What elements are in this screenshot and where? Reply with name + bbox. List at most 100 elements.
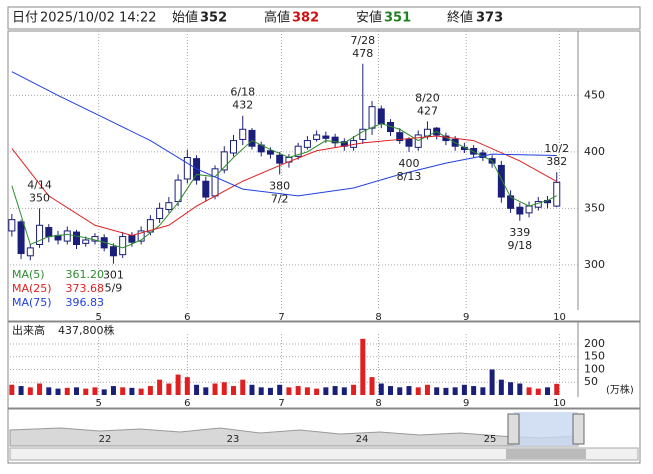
volume-bar (277, 384, 283, 395)
candle-body (405, 138, 413, 147)
candle-body (396, 132, 404, 142)
legend-value: 396.83 (66, 296, 105, 309)
candle-body (72, 231, 80, 245)
y-tick-label: 450 (584, 88, 605, 101)
volume-bar (554, 383, 560, 395)
candle-body (8, 219, 16, 232)
volume-bar (221, 382, 227, 395)
volume-bar (267, 387, 273, 395)
candle-body (202, 180, 210, 198)
low-value: 351 (384, 11, 411, 26)
candle-body (119, 236, 127, 256)
legend-name: MA(75) (12, 296, 52, 309)
x-tick-label: 7 (278, 398, 284, 409)
volume-bar (147, 386, 153, 395)
volume-bar (332, 386, 338, 395)
volume-bar (166, 383, 172, 395)
volume-bar (175, 374, 181, 395)
volume-bar (304, 387, 310, 395)
scrollbar[interactable] (9, 447, 639, 461)
candle-body (276, 154, 284, 164)
volume-label-bg (10, 324, 118, 337)
volume-panel (7, 321, 641, 409)
navigator-label: 24 (356, 434, 369, 445)
ma-line (11, 123, 557, 249)
annotation-date: 4/14 (27, 178, 52, 191)
annotation-value: 301 (103, 269, 124, 282)
candle-body (230, 140, 238, 154)
navigator-label: 22 (99, 434, 112, 445)
navigator-handle-left[interactable] (507, 413, 520, 445)
volume-bar (27, 387, 33, 395)
x-tick-label: 7 (278, 312, 284, 323)
volume-bar (545, 387, 551, 395)
candle-body (266, 150, 274, 155)
legend-name: MA(5) (12, 268, 45, 281)
annotation-value: 478 (352, 47, 373, 60)
navigator-handle-right[interactable] (572, 413, 585, 445)
volume-bar (452, 387, 458, 395)
candle-body (442, 135, 450, 142)
volume-bar (480, 387, 486, 395)
candle-body (137, 230, 145, 242)
volume-bar (212, 383, 218, 395)
navigator-window[interactable] (514, 412, 578, 446)
volume-bar (46, 387, 52, 395)
datetime: 2025/10/02 14:22 (40, 11, 157, 26)
candle-body (128, 234, 136, 243)
ma-line (11, 135, 558, 236)
legend-bg (10, 266, 106, 310)
x-tick-label: 5 (95, 398, 101, 409)
legend-value: 361.20 (66, 268, 105, 281)
y-tick-label: 100 (584, 362, 605, 375)
volume-bar (92, 387, 98, 395)
candle-body (313, 134, 321, 140)
volume-bar (258, 387, 264, 395)
close-value: 373 (476, 11, 503, 26)
annotation-date: 8/20 (415, 91, 440, 104)
volume-label: 出来高 (12, 323, 45, 337)
volume-bar (73, 387, 79, 395)
volume-bar (203, 387, 209, 395)
scrollbar-thumb[interactable] (506, 449, 586, 459)
volume-bar (397, 387, 403, 395)
volume-bar (508, 382, 514, 395)
y-tick-label: 150 (584, 350, 605, 363)
candle-body (193, 158, 201, 181)
volume-bar (406, 386, 412, 395)
candle-body (377, 108, 385, 125)
candle-body (26, 247, 34, 257)
volume-bar (526, 387, 532, 395)
high-label: 高値 (264, 10, 290, 26)
volume-bar (314, 388, 320, 395)
volume-bar (351, 384, 357, 395)
candle-body (45, 227, 53, 238)
volume-bar (64, 387, 70, 395)
y-tick-label: 200 (584, 337, 605, 350)
volume-bar (83, 388, 89, 395)
candle-body (359, 128, 367, 140)
volume-bar (286, 387, 292, 395)
volume-bar (369, 377, 375, 395)
navigator-label: 23 (227, 434, 240, 445)
volume-bar (341, 387, 347, 395)
candle-body (63, 230, 71, 242)
x-tick-label: 8 (375, 398, 381, 409)
x-tick-label: 9 (463, 312, 469, 323)
low-label: 安値 (356, 10, 382, 26)
volume-bar (55, 388, 61, 395)
candle-body (516, 206, 524, 215)
x-tick-label: 6 (184, 312, 190, 323)
volume-unit: (万株) (606, 383, 634, 396)
volume-bar (360, 338, 366, 395)
high-value: 382 (292, 11, 319, 26)
volume-total: 437,800株 (58, 323, 115, 337)
candle-body (553, 181, 561, 207)
annotation-value: 400 (398, 157, 419, 170)
volume-bar (378, 383, 384, 395)
open-value: 352 (200, 11, 227, 26)
annotation-date: 8/13 (397, 170, 422, 183)
open-label: 始値 (172, 10, 198, 26)
header-box (7, 6, 641, 30)
